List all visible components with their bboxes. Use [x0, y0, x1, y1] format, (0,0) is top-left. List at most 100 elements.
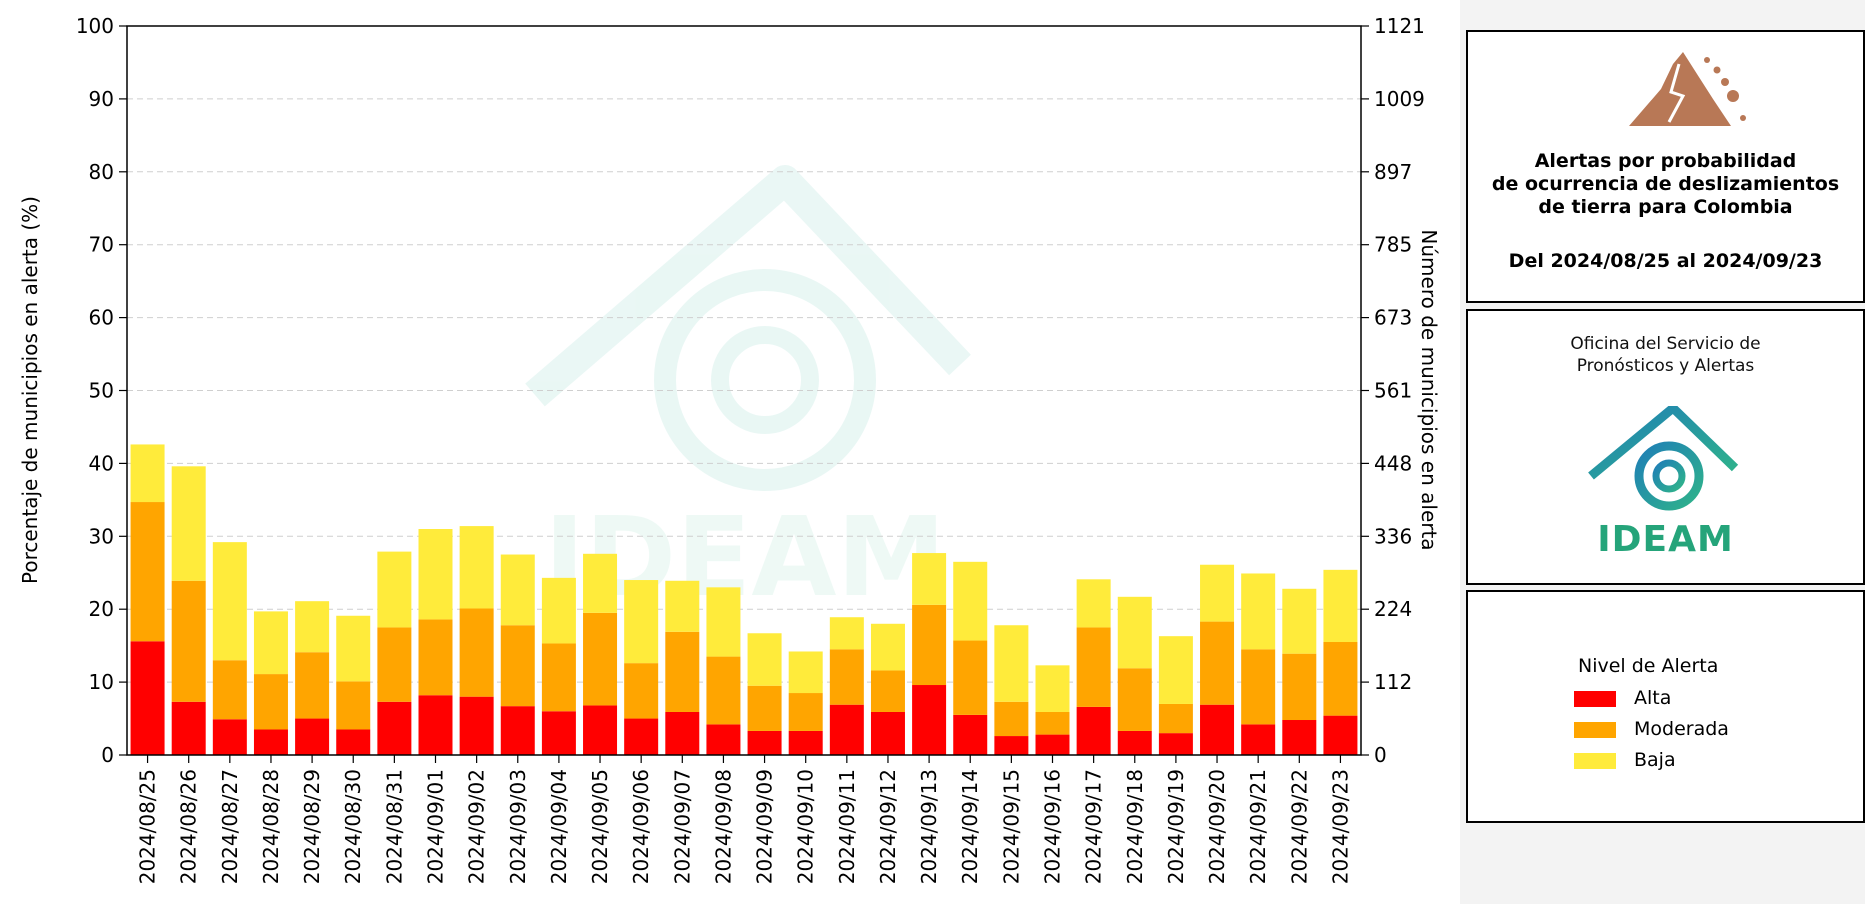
x-tick-label: 2024/09/12 — [876, 769, 900, 884]
bar-baja-2024/09/06 — [624, 580, 659, 664]
legend-label-alta: Alta — [1634, 687, 1672, 709]
bar-alta-2024/09/05 — [583, 705, 618, 755]
y-tick-label: 90 — [89, 87, 114, 111]
bar-moderada-2024/09/13 — [912, 604, 947, 686]
y-tick-label: 10 — [89, 670, 114, 694]
bar-moderada-2024/09/21 — [1241, 649, 1276, 725]
bar-alta-2024/08/27 — [212, 719, 247, 755]
bar-moderada-2024/08/30 — [336, 681, 371, 730]
bar-baja-2024/08/29 — [295, 601, 330, 653]
y2-tick-label: 1121 — [1374, 14, 1425, 38]
x-tick-label: 2024/09/03 — [506, 769, 530, 884]
x-tick-label: 2024/09/01 — [424, 769, 448, 884]
bar-alta-2024/09/21 — [1241, 724, 1276, 755]
x-tick-label: 2024/09/22 — [1287, 769, 1311, 884]
bar-baja-2024/09/23 — [1323, 569, 1358, 643]
watermark-swirl-icon — [654, 269, 876, 491]
bar-marks — [130, 444, 1358, 755]
x-tick-label: 2024/08/26 — [177, 769, 201, 884]
bar-baja-2024/09/20 — [1200, 564, 1235, 622]
y2-tick-label: 897 — [1374, 160, 1412, 184]
plot-background — [0, 0, 1460, 904]
bar-moderada-2024/08/25 — [130, 502, 165, 642]
bar-baja-2024/09/03 — [500, 554, 535, 626]
landslide-icon — [1629, 52, 1746, 126]
bar-alta-2024/09/12 — [870, 711, 905, 755]
bar-baja-2024/09/09 — [747, 633, 782, 686]
bar-baja-2024/09/18 — [1117, 596, 1152, 669]
bar-baja-2024/09/10 — [788, 651, 823, 694]
legend-panel: Nivel de Alerta Alta Moderada Baja — [1466, 590, 1865, 823]
bar-alta-2024/09/22 — [1282, 720, 1317, 755]
bar-baja-2024/08/25 — [130, 444, 165, 503]
x-tick-label: 2024/09/13 — [917, 769, 941, 884]
y-axis-label: Porcentaje de municipios en alerta (%) — [18, 196, 42, 584]
x-tick-label: 2024/09/02 — [465, 769, 489, 884]
bar-moderada-2024/09/01 — [418, 619, 453, 696]
bar-moderada-2024/09/20 — [1200, 621, 1235, 705]
y-tick-label: 0 — [101, 743, 114, 767]
y-tick-label: 60 — [89, 306, 114, 330]
bar-baja-2024/08/30 — [336, 615, 371, 682]
bar-baja-2024/09/14 — [953, 561, 988, 641]
bar-alta-2024/08/31 — [377, 701, 412, 755]
bar-alta-2024/09/11 — [829, 704, 864, 755]
x-tick-label: 2024/08/29 — [300, 769, 324, 884]
x-tick-label: 2024/09/06 — [629, 769, 653, 884]
bar-baja-2024/08/27 — [212, 542, 247, 661]
x-tick-label: 2024/09/19 — [1164, 769, 1188, 884]
bar-alta-2024/08/29 — [295, 718, 330, 755]
bar-moderada-2024/09/07 — [665, 631, 700, 712]
ideam-logo-icon — [1588, 406, 1739, 511]
bar-moderada-2024/09/18 — [1117, 668, 1152, 731]
bar-baja-2024/08/31 — [377, 551, 412, 628]
bar-moderada-2024/09/14 — [953, 640, 988, 715]
bar-alta-2024/09/23 — [1323, 715, 1358, 755]
y-tick-label: 50 — [89, 379, 114, 403]
bar-moderada-2024/09/11 — [829, 649, 864, 705]
y2-tick-label: 561 — [1374, 379, 1412, 403]
y-tick-label: 100 — [76, 14, 114, 38]
bar-alta-2024/09/03 — [500, 706, 535, 755]
bar-alta-2024/09/10 — [788, 730, 823, 755]
bar-baja-2024/08/26 — [171, 466, 206, 581]
bar-baja-2024/08/28 — [253, 611, 288, 675]
x-tick-label: 2024/09/11 — [835, 769, 859, 884]
bar-moderada-2024/09/19 — [1158, 703, 1193, 734]
y-tick-label: 30 — [89, 524, 114, 548]
bar-baja-2024/09/12 — [870, 623, 905, 671]
bar-moderada-2024/08/29 — [295, 652, 330, 719]
bar-alta-2024/08/28 — [253, 729, 288, 755]
bar-alta-2024/09/09 — [747, 730, 782, 755]
bar-baja-2024/09/16 — [1035, 665, 1070, 712]
legend-label-moderada: Moderada — [1634, 718, 1729, 740]
bar-moderada-2024/09/22 — [1282, 653, 1317, 721]
ideam-logo-text: IDEAM — [1597, 519, 1734, 560]
title-line-3: de tierra para Colombia — [1538, 196, 1793, 218]
title-line-1: Alertas por probabilidad — [1534, 150, 1797, 172]
y2-tick-label: 224 — [1374, 597, 1412, 621]
watermark-roof-icon — [525, 165, 971, 407]
bar-baja-2024/09/19 — [1158, 636, 1193, 704]
date-range: Del 2024/08/25 al 2024/09/23 — [1508, 250, 1823, 272]
left-axis-ticks: 0 10 20 30 40 50 60 70 80 90 100 — [76, 14, 127, 767]
bar-moderada-2024/09/06 — [624, 663, 659, 719]
bar-moderada-2024/09/08 — [706, 656, 741, 725]
x-tick-label: 2024/09/16 — [1041, 769, 1065, 884]
bar-moderada-2024/09/15 — [994, 701, 1029, 737]
bar-alta-2024/09/19 — [1158, 733, 1193, 755]
bar-alta-2024/08/25 — [130, 641, 165, 755]
bar-baja-2024/09/21 — [1241, 573, 1276, 650]
y2-tick-label: 673 — [1374, 306, 1412, 330]
bar-baja-2024/09/15 — [994, 625, 1029, 702]
organization-panel: Oficina del Servicio de Pronósticos y Al… — [1466, 309, 1865, 585]
bar-baja-2024/09/01 — [418, 529, 453, 620]
title-panel: Alertas por probabilidad de ocurrencia d… — [1466, 30, 1865, 303]
title-line-2: de ocurrencia de deslizamientos — [1491, 173, 1840, 195]
bar-moderada-2024/09/17 — [1076, 627, 1111, 707]
x-tick-label: 2024/09/04 — [547, 769, 571, 884]
y-tick-label: 70 — [89, 233, 114, 257]
bar-alta-2024/08/26 — [171, 701, 206, 755]
legend-swatch-baja — [1574, 753, 1616, 769]
